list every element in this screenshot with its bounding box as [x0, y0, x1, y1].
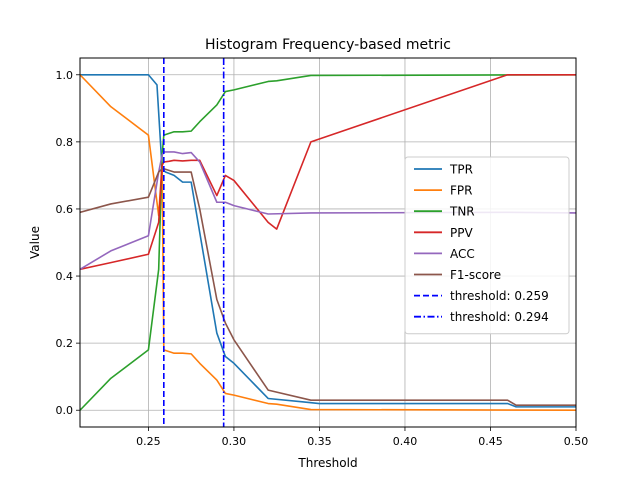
y-axis-label: Value: [28, 226, 42, 259]
legend-label: ACC: [450, 247, 475, 261]
x-tick-label: 0.50: [564, 435, 589, 448]
legend-label: TPR: [449, 163, 473, 177]
plot-frame: [79, 57, 577, 428]
legend-box: [404, 156, 570, 335]
y-tick-label: 0.6: [56, 203, 74, 216]
legend-label: threshold: 0.294: [450, 310, 549, 324]
y-tick-label: 0.0: [56, 404, 74, 417]
x-tick-label: 0.45: [478, 435, 503, 448]
x-tick-label: 0.25: [136, 435, 161, 448]
legend-label: TNR: [449, 205, 475, 219]
y-tick-label: 1.0: [56, 69, 74, 82]
x-axis-label: Threshold: [297, 456, 357, 470]
y-axis-ticks: 0.0 0.2 0.4 0.6 0.8 1.0: [56, 69, 80, 417]
y-tick-label: 0.4: [56, 270, 74, 283]
legend-label: FPR: [450, 184, 472, 198]
series-line-tpr: [80, 73, 576, 408]
series-line-f1-score: [80, 167, 576, 407]
x-tick-label: 0.35: [307, 435, 332, 448]
y-tick-label: 0.8: [56, 136, 74, 149]
series-line-acc: [80, 151, 576, 271]
plot-lines: [80, 58, 576, 427]
legend-label: PPV: [450, 226, 473, 240]
series-line-ppv: [80, 73, 576, 271]
chart-title: Histogram Frequency-based metric: [205, 37, 451, 53]
x-axis-ticks: 0.25 0.30 0.35 0.40 0.45 0.50: [136, 427, 588, 448]
legend: TPR FPR TNR PPV ACC F1-score threshold: 0.259 t…: [404, 156, 570, 335]
legend-label: threshold: 0.259: [450, 289, 549, 303]
legend-label: F1-score: [450, 268, 501, 282]
series-line-tnr: [80, 73, 576, 411]
x-tick-label: 0.30: [222, 435, 247, 448]
y-tick-label: 0.2: [56, 337, 74, 350]
x-tick-label: 0.40: [393, 435, 418, 448]
